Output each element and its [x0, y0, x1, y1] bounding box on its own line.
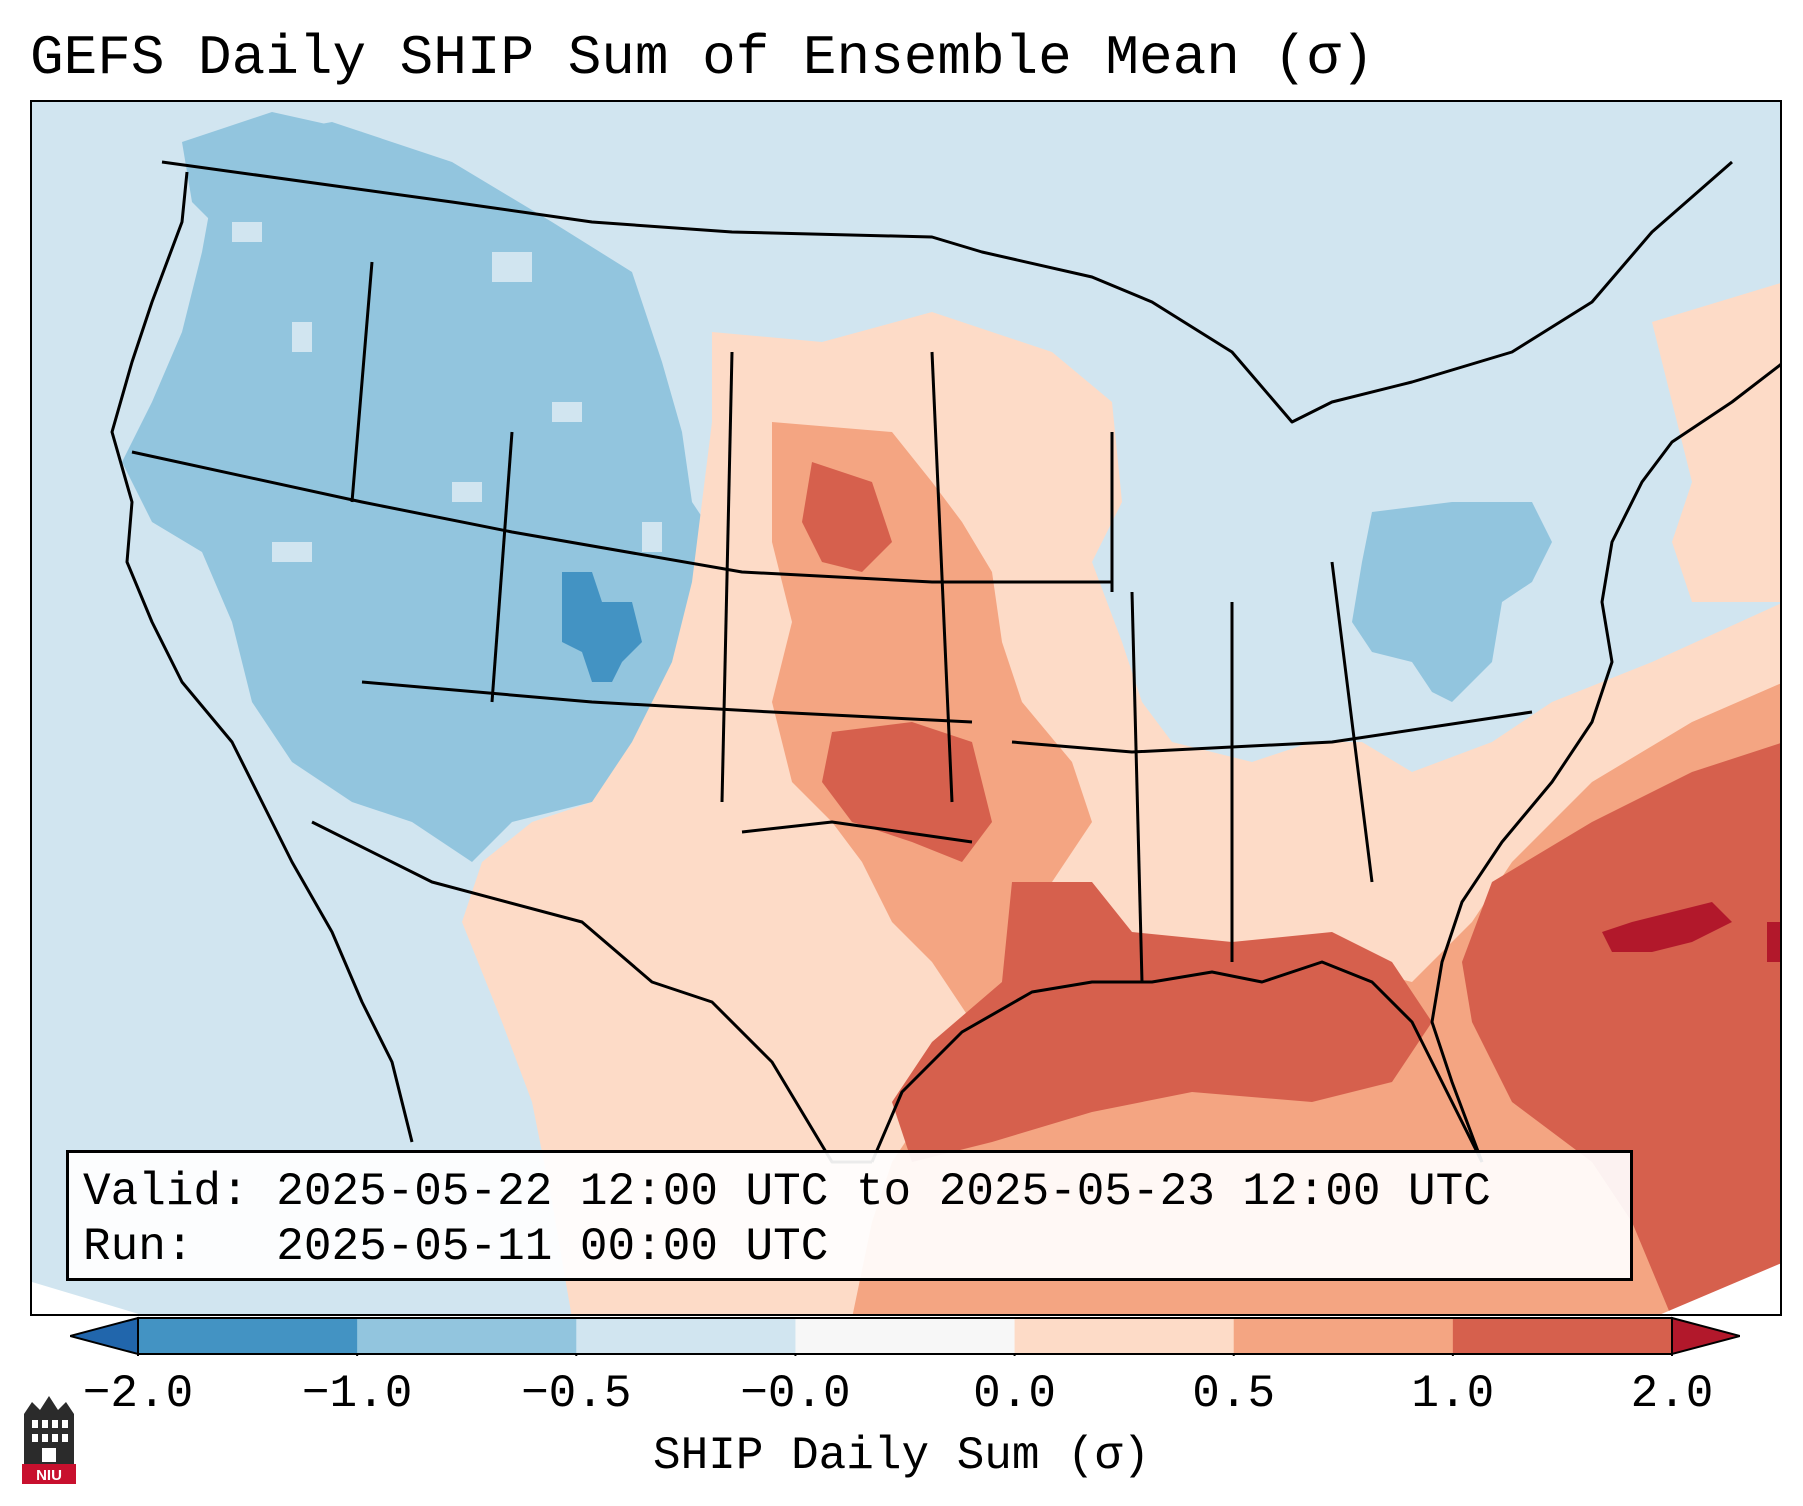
colorbar-over-arrow	[1671, 1316, 1744, 1356]
map-canvas	[32, 102, 1780, 1314]
colorbar-segment	[357, 1318, 577, 1354]
blue-anomaly-east	[1352, 502, 1552, 702]
run-value: 2025-05-11 00:00 UTC	[276, 1221, 829, 1273]
red-anomaly-strong-atlantic	[1462, 743, 1780, 1314]
colorbar-tick-label: −0.0	[740, 1368, 851, 1420]
colorbar-segment	[1452, 1318, 1673, 1354]
red-anomaly-northeast	[1652, 283, 1780, 602]
colorbar-tick-label: 0.5	[1192, 1368, 1276, 1420]
red-anomaly-strong-gulf	[892, 882, 1432, 1162]
colorbar-segment	[138, 1318, 358, 1354]
colorbar-tick-label: −2.0	[82, 1368, 194, 1420]
red-anomaly-max	[1602, 902, 1732, 952]
valid-value: 2025-05-22 12:00 UTC to 2025-05-23 12:00…	[276, 1166, 1491, 1218]
colorbar-svg	[66, 1316, 1744, 1356]
valid-row: Valid: 2025-05-22 12:00 UTC to 2025-05-2…	[83, 1165, 1616, 1220]
logo-text: NIU	[36, 1467, 62, 1484]
run-row: Run: 2025-05-11 00:00 UTC	[83, 1220, 1616, 1275]
colorbar-label: SHIP Daily Sum (σ)	[653, 1430, 1150, 1482]
blue-anomaly-gaps	[232, 222, 662, 562]
colorbar-outline	[137, 1317, 1673, 1355]
blue-anomaly-west	[122, 122, 732, 862]
boundaries	[110, 160, 1780, 1164]
colorbar-segment	[576, 1318, 796, 1354]
colorbar-tick-label: 0.0	[973, 1368, 1056, 1420]
blue-anomaly-colorado	[562, 572, 642, 682]
valid-run-box: Valid: 2025-05-22 12:00 UTC to 2025-05-2…	[66, 1150, 1633, 1281]
colorbar-segment	[1014, 1318, 1235, 1354]
chart-title: GEFS Daily SHIP Sum of Ensemble Mean (σ)	[30, 26, 1375, 90]
colorbar-segment	[1233, 1318, 1454, 1354]
niu-logo: NIU	[22, 1396, 76, 1484]
colorbar-under-arrow	[66, 1316, 139, 1356]
map-panel	[30, 100, 1782, 1316]
colorbar-tick-label: 2.0	[1630, 1368, 1714, 1420]
red-anomaly-max-2	[1767, 922, 1780, 962]
red-anomaly-strong	[802, 462, 892, 572]
valid-label: Valid:	[83, 1166, 249, 1218]
colorbar-tick-label: 1.0	[1411, 1368, 1495, 1420]
colorbar-segment	[795, 1318, 1016, 1354]
colorbar-tick-label: −1.0	[301, 1368, 413, 1420]
run-label: Run:	[83, 1221, 194, 1273]
projection-edge-bottom-right	[1661, 1263, 1780, 1314]
colorbar	[66, 1316, 1744, 1356]
colorbar-tick-label: −0.5	[521, 1368, 632, 1420]
